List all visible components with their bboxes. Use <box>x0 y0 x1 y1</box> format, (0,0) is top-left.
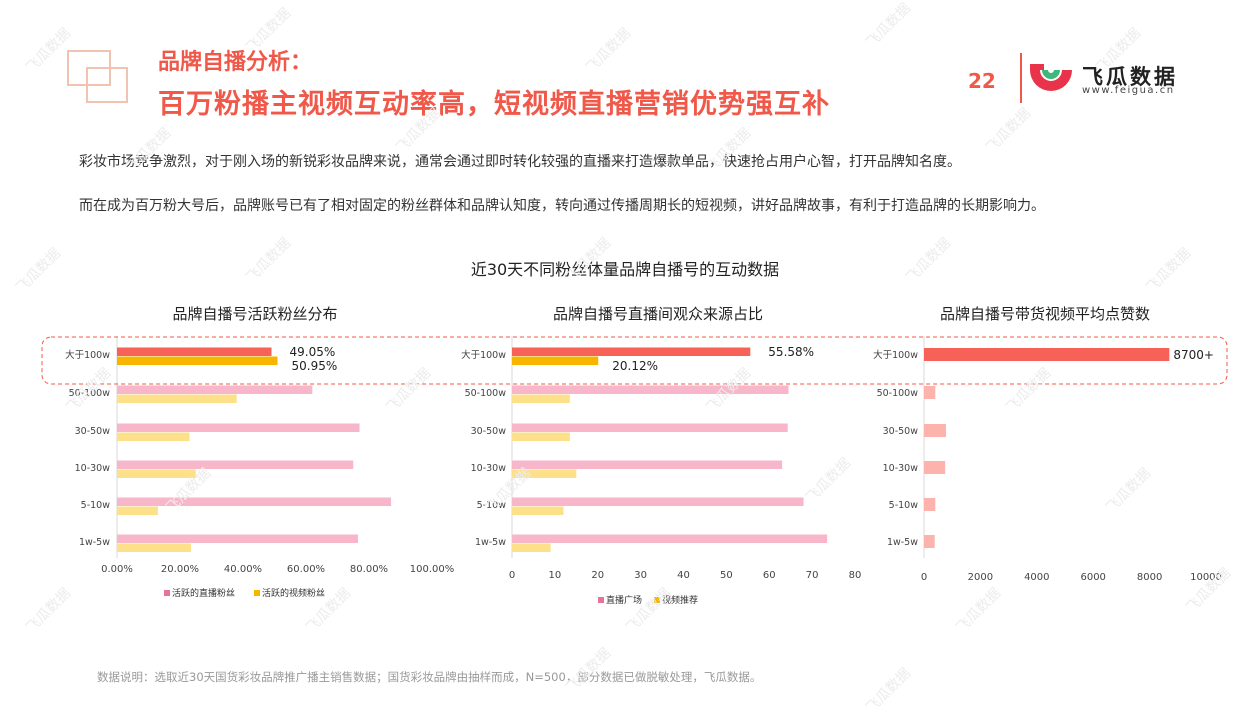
chart-3-category-label: 50-100w <box>877 388 919 399</box>
logo-name: 飞瓜数据 <box>1082 65 1178 89</box>
chart-2-tick-label: 60 <box>763 570 776 581</box>
chart-3-data-label: 8700+ <box>1173 348 1214 362</box>
header-pre-title: 品牌自播分析： <box>158 50 313 75</box>
chart-2-bar-series-2 <box>512 469 577 478</box>
chart-1-legend-swatch <box>254 590 260 596</box>
main-chart-title: 近30天不同粉丝体量品牌自播号的互动数据 <box>470 260 780 279</box>
chart-2-tick-label: 30 <box>634 570 647 581</box>
chart-2-category-label: 1w-5w <box>475 537 506 548</box>
chart-1-bar-series-1 <box>117 534 358 543</box>
chart-2-bar-series-1 <box>512 497 804 506</box>
chart-1-bar-series-2 <box>117 506 158 515</box>
chart-2-legend-label: 视频推荐 <box>662 594 698 606</box>
chart-1-tick-label: 0.00% <box>101 564 133 575</box>
chart-1-title: 品牌自播号活跃粉丝分布 <box>172 305 338 323</box>
chart-3-tick-label: 2000 <box>968 572 993 583</box>
chart-1-tick-label: 40.00% <box>224 564 262 575</box>
chart-1-tick-label: 80.00% <box>350 564 388 575</box>
chart-1-category-label: 30-50w <box>75 426 111 437</box>
header-divider <box>1020 53 1022 103</box>
chart-2-legend-label: 直播广场 <box>606 594 642 606</box>
chart-3-bar <box>924 535 935 548</box>
chart-2-legend-swatch <box>654 597 660 603</box>
chart-1-bar-series-1 <box>117 460 354 469</box>
chart-1-bar-series-1 <box>117 497 392 506</box>
chart-1-bar-series-1 <box>117 423 360 432</box>
chart-2-bar-series-2 <box>512 356 599 365</box>
chart-1-bar-series-1 <box>117 385 313 394</box>
chart-2-bar-series-2 <box>512 543 551 552</box>
chart-2-title: 品牌自播号直播间观众来源占比 <box>552 305 763 323</box>
chart-2-tick-label: 20 <box>591 570 604 581</box>
chart-2-tick-label: 10 <box>549 570 562 581</box>
chart-1-category-label: 大于100w <box>65 349 110 361</box>
chart-3-tick-label: 4000 <box>1024 572 1049 583</box>
chart-2-category-label: 5-10w <box>477 500 507 511</box>
chart-3-category-label: 30-50w <box>883 426 919 437</box>
chart-2-category-label: 30-50w <box>471 426 507 437</box>
chart-3-bar <box>924 498 936 511</box>
chart-1-legend-label: 活跃的直播粉丝 <box>172 587 235 599</box>
chart-3-tick-label: 8000 <box>1137 572 1162 583</box>
chart-1-category-label: 10-30w <box>75 463 111 474</box>
chart-3-tick-label: 6000 <box>1080 572 1105 583</box>
chart-1-data-label: 49.05% <box>290 345 336 359</box>
chart-1-tick-label: 20.00% <box>161 564 199 575</box>
chart-1-legend-swatch <box>164 590 170 596</box>
feigua-logo-icon <box>1030 64 1072 91</box>
chart-2-tick-label: 40 <box>677 570 690 581</box>
paragraph-1: 彩妆市场竞争激烈，对于刚入场的新锐彩妆品牌来说，通常会通过即时转化较强的直播来打… <box>79 154 961 170</box>
chart-3-title: 品牌自播号带货视频平均点赞数 <box>939 305 1150 323</box>
chart-2-bar-series-1 <box>512 534 828 543</box>
chart-2-tick-label: 0 <box>509 570 515 581</box>
chart-2-tick-label: 70 <box>806 570 819 581</box>
chart-3-category-label: 大于100w <box>873 349 918 361</box>
chart-2-bar-series-2 <box>512 506 564 515</box>
page-number: 22 <box>968 69 996 93</box>
page-title: 百万粉播主视频互动率高，短视频直播营销优势强互补 <box>158 89 830 120</box>
chart-2-category-label: 大于100w <box>461 349 506 361</box>
chart-1-category-label: 1w-5w <box>79 537 110 548</box>
chart-2-bar-series-1 <box>512 423 788 432</box>
chart-1-category-label: 5-10w <box>81 500 111 511</box>
chart-3-bar <box>924 424 946 437</box>
chart-2-category-label: 10-30w <box>471 463 507 474</box>
footnote: 数据说明：选取近30天国货彩妆品牌推广播主销售数据；国货彩妆品牌由抽样而成，N=… <box>97 670 762 684</box>
chart-2-data-label: 55.58% <box>768 345 814 359</box>
chart-2-tick-label: 50 <box>720 570 733 581</box>
chart-1-legend-label: 活跃的视频粉丝 <box>262 587 325 599</box>
chart-3-bar <box>924 348 1170 361</box>
chart-2-bar-series-1 <box>512 347 751 356</box>
chart-1-data-label: 50.95% <box>291 359 337 373</box>
chart-2-legend-swatch <box>598 597 604 603</box>
chart-1-bar-series-2 <box>117 469 196 478</box>
chart-1-category-label: 50-100w <box>69 388 111 399</box>
chart-3-tick-label: 10000 <box>1190 572 1222 583</box>
chart-3-bar <box>924 461 946 474</box>
chart-1-bar-series-2 <box>117 432 190 441</box>
chart-1-bar-series-2 <box>117 356 278 365</box>
logo-url: www.feigua.cn <box>1082 85 1175 96</box>
chart-1-bar-series-2 <box>117 543 192 552</box>
chart-3-tick-label: 0 <box>921 572 927 583</box>
chart-2-tick-label: 80 <box>849 570 862 581</box>
chart-2-bar-series-1 <box>512 460 783 469</box>
highlight-row-box <box>41 336 1228 385</box>
chart-1-bar-series-1 <box>117 347 272 356</box>
chart-3-category-label: 10-30w <box>883 463 919 474</box>
decor-square-front <box>86 67 128 103</box>
chart-3-category-label: 1w-5w <box>887 537 918 548</box>
chart-1-tick-label: 60.00% <box>287 564 325 575</box>
chart-2-category-label: 50-100w <box>465 388 507 399</box>
paragraph-2: 而在成为百万粉大号后，品牌账号已有了相对固定的粉丝群体和品牌认知度，转向通过传播… <box>79 198 1045 214</box>
chart-3-category-label: 5-10w <box>889 500 919 511</box>
chart-1-tick-label: 100.00% <box>410 564 455 575</box>
chart-3-bar <box>924 386 936 399</box>
chart-2-data-label: 20.12% <box>612 359 658 373</box>
chart-1-bar-series-2 <box>117 394 237 403</box>
chart-2-bar-series-1 <box>512 385 789 394</box>
chart-2-bar-series-2 <box>512 432 570 441</box>
chart-2-bar-series-2 <box>512 394 570 403</box>
